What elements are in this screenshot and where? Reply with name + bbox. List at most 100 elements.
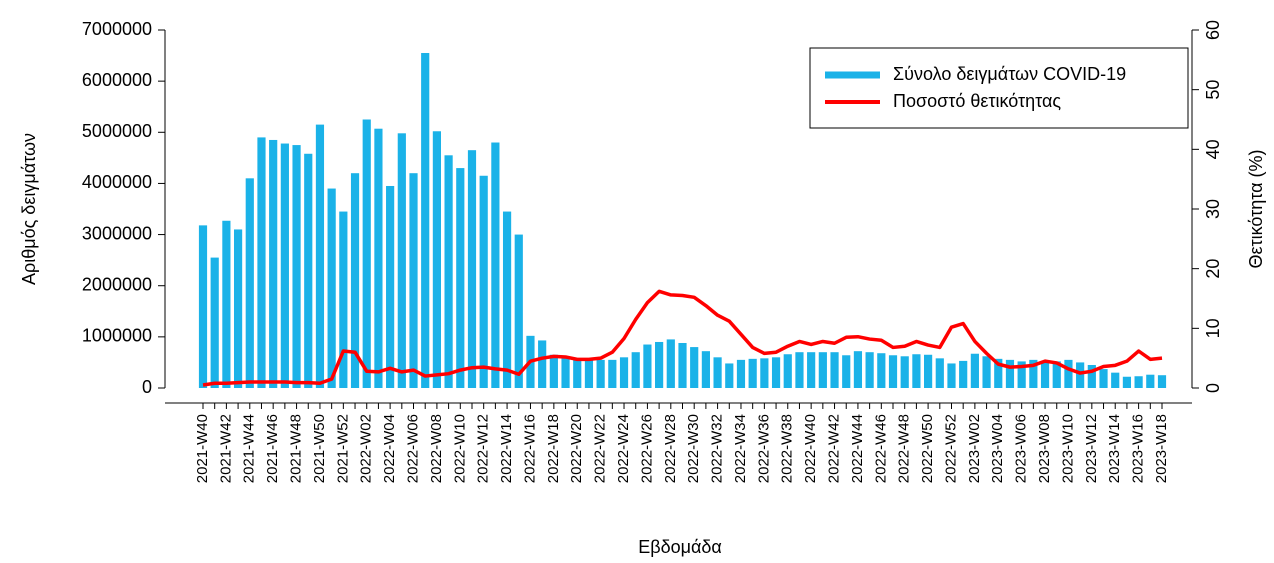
bar [678,342,687,388]
bar [479,175,488,388]
x-tick-label: 2023-W18 [1153,414,1170,483]
bar [315,124,325,388]
x-tick-label: 2022-W32 [709,414,726,483]
bar [269,139,278,388]
x-tick-label: 2022-W04 [381,414,398,483]
x-tick-label: 2022-W26 [638,414,655,483]
x-tick-label: 2022-W08 [428,414,445,483]
bar [444,155,453,388]
bar [643,344,652,388]
bar [713,357,722,388]
y-tick-label: 0 [142,377,152,397]
bar [1005,359,1015,388]
x-tick-label: 2022-W16 [521,414,538,483]
bar [573,358,582,388]
x-tick-label: 2023-W08 [1036,414,1053,483]
bar [631,352,640,388]
bar [245,178,254,388]
x-tick-label: 2023-W06 [1013,414,1030,483]
y2-tick-label: 10 [1203,318,1223,338]
bar [304,153,313,388]
bar [900,356,909,388]
x-tick-label: 2023-W12 [1083,414,1100,483]
y-tick-label: 4000000 [82,172,152,192]
y-tick-label: 5000000 [82,121,152,141]
x-tick-label: 2023-W02 [966,414,983,483]
bar [1157,375,1167,388]
bar [456,168,465,388]
bar [1111,372,1120,388]
x-tick-label: 2023-W16 [1130,414,1147,483]
bar [994,358,1003,388]
bar [795,352,804,388]
bar [222,220,231,388]
bar [666,339,675,388]
bar [818,352,827,388]
x-tick-label: 2021-W40 [194,414,211,483]
bar [502,211,512,388]
bar [561,356,570,388]
x-tick-label: 2022-W06 [404,414,421,483]
bar [1029,359,1038,388]
y2-tick-label: 50 [1203,80,1223,100]
x-tick-label: 2022-W44 [849,414,866,483]
bar [701,351,710,388]
bar [1087,364,1096,388]
bar [397,133,406,388]
bar [421,53,430,389]
x-tick-label: 2022-W22 [592,414,609,483]
bar [1134,376,1143,388]
bar [1064,359,1073,388]
x-tick-label: 2022-W34 [732,414,749,483]
bar [877,353,886,388]
bar [690,347,699,388]
bar [1017,361,1026,388]
bar [549,354,558,388]
x-tick-label: 2022-W46 [872,414,889,483]
x-axis-label: Εβδομάδα [638,537,722,557]
bar [982,356,991,388]
y2-tick-label: 0 [1203,383,1223,393]
x-tick-label: 2021-W46 [264,414,281,483]
bar [327,188,336,388]
x-tick-label: 2022-W14 [498,414,515,483]
y-tick-label: 2000000 [82,274,152,294]
bar [350,173,360,388]
x-tick-label: 2021-W42 [217,414,234,483]
bar [292,145,301,388]
bar [748,358,757,388]
bar [970,353,979,388]
x-tick-label: 2022-W50 [919,414,936,483]
bar [1122,376,1132,388]
y2-tick-label: 30 [1203,199,1223,219]
bar [865,352,874,388]
bar [935,358,944,388]
x-tick-label: 2022-W30 [685,414,702,483]
bar [584,359,594,388]
bar [959,360,968,388]
bar [280,143,289,388]
bar [233,229,243,388]
bar [842,355,851,388]
bar [1099,369,1108,388]
bar [771,357,781,388]
x-tick-label: 2021-W50 [311,414,328,483]
bar [783,354,792,388]
x-tick-label: 2022-W42 [826,414,843,483]
y-tick-label: 6000000 [82,70,152,90]
x-tick-label: 2023-W04 [989,414,1006,483]
bar [655,341,664,388]
bar [830,352,839,388]
y-tick-label: 1000000 [82,326,152,346]
y-tick-label: 7000000 [82,19,152,39]
bar [210,257,219,388]
bar [491,142,500,388]
bar [1076,362,1085,388]
bar [1146,374,1155,388]
bar [339,211,348,388]
bar [947,363,956,388]
bar [888,355,898,388]
x-tick-label: 2022-W18 [545,414,562,483]
bar [736,359,746,388]
